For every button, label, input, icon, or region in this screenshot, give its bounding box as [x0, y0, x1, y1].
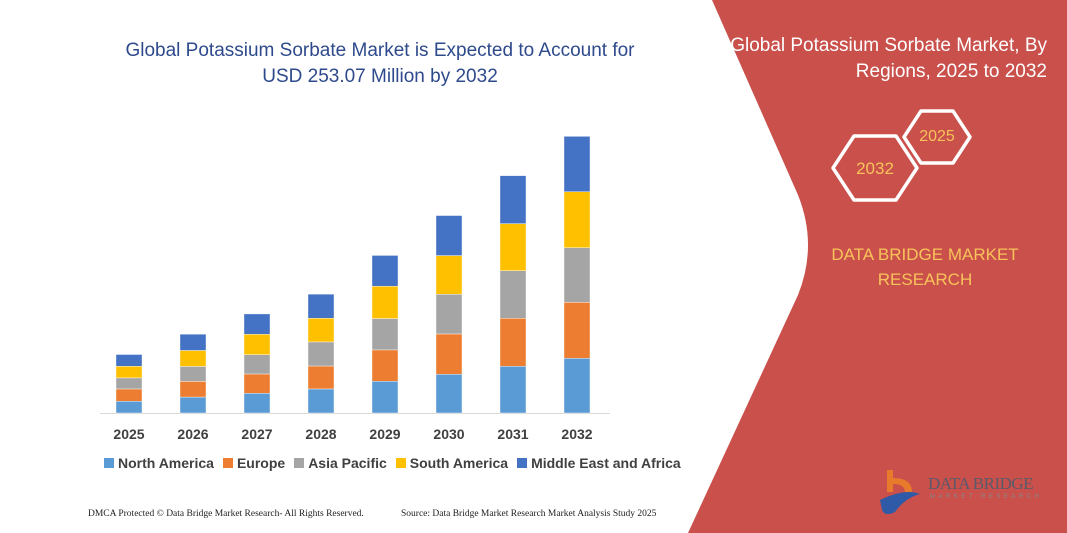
- bar-segment-2031-europe: [499, 318, 527, 367]
- legend-swatch: [222, 458, 233, 468]
- legend-item: South America: [395, 455, 509, 471]
- x-tick-label: 2031: [497, 426, 528, 442]
- bar-segment-2027-asia-pacific: [243, 354, 271, 375]
- bar-segment-2032-south-america: [563, 191, 591, 248]
- bar-segment-2028-middle-east-and-africa: [307, 293, 335, 319]
- brand-line-1: DATA BRIDGE MARKET: [831, 245, 1019, 264]
- bar-segment-2026-asia-pacific: [179, 366, 207, 382]
- x-tick-label: 2029: [369, 426, 400, 442]
- bar-segment-2028-asia-pacific: [307, 341, 335, 367]
- bar-segment-2030-asia-pacific: [435, 294, 463, 335]
- bar-segment-2028-north-america: [307, 388, 335, 414]
- legend-item: North America: [104, 455, 214, 471]
- bar-segment-2032-middle-east-and-africa: [563, 136, 591, 192]
- bar-segment-2026-south-america: [179, 350, 207, 367]
- legend-item: Europe: [222, 455, 286, 471]
- bar-segment-2026-middle-east-and-africa: [179, 333, 207, 351]
- brand-line-2: RESEARCH: [877, 270, 973, 289]
- bar-segment-2032-europe: [563, 302, 591, 359]
- side-panel-shape: [688, 0, 1067, 533]
- stacked-bar-chart: 2025 2026 2027 2028 2029 2030 2031 2032: [100, 136, 610, 442]
- bar-segment-2029-europe: [371, 349, 399, 382]
- logo-icon: [880, 470, 920, 515]
- hex-label-2032: 2032: [856, 159, 894, 178]
- bar-segment-2027-middle-east-and-africa: [243, 313, 271, 335]
- bar-segment-2028-south-america: [307, 318, 335, 343]
- bar-segment-2032-north-america: [563, 358, 591, 414]
- side-panel-title: Global Potassium Sorbate Market, By Regi…: [717, 33, 1047, 85]
- bar-segment-2030-europe: [435, 333, 463, 375]
- legend-swatch: [104, 458, 114, 468]
- legend-label: Europe: [236, 455, 286, 471]
- bar-segment-2031-north-america: [499, 366, 527, 414]
- bar-segment-2031-south-america: [499, 223, 527, 271]
- logo-subtext: MARKET RESEARCH: [930, 494, 1043, 500]
- bar-segment-2029-middle-east-and-africa: [371, 255, 399, 287]
- x-tick-label: 2027: [241, 426, 272, 442]
- legend-swatch: [294, 458, 305, 468]
- hex-label-2025: 2025: [919, 128, 955, 145]
- bar-segment-2032-asia-pacific: [563, 247, 591, 303]
- title-line-1: Global Potassium Sorbate Market is Expec…: [125, 40, 635, 61]
- bar-segment-2030-south-america: [435, 255, 463, 295]
- bar-segment-2027-north-america: [243, 393, 271, 414]
- x-tick-label: 2025: [113, 426, 144, 442]
- chart-title: Global Potassium Sorbate Market is Expec…: [90, 38, 670, 90]
- bar-segment-2031-asia-pacific: [499, 270, 527, 319]
- bar-segment-2025-north-america: [115, 401, 143, 414]
- bar-segment-2031-middle-east-and-africa: [499, 175, 527, 224]
- bar-segment-2025-south-america: [115, 366, 143, 379]
- x-tick-label: 2028: [305, 426, 336, 442]
- legend-item: Middle East and Africa: [517, 455, 681, 471]
- legend-item: Asia Pacific: [294, 455, 387, 471]
- hexagon-2032: [831, 134, 919, 202]
- legend-label: Asia Pacific: [308, 455, 387, 471]
- bar-segment-2030-middle-east-and-africa: [435, 215, 463, 256]
- brand-text: DATA BRIDGE MARKET RESEARCH: [800, 242, 1050, 292]
- chart-legend: North America Europe Asia Pacific South Ame…: [104, 455, 681, 471]
- bar-segment-2025-europe: [115, 388, 143, 402]
- side-title-line-1: Global Potassium Sorbate Market, By: [730, 35, 1047, 56]
- bar-segment-2026-north-america: [179, 396, 207, 414]
- legend-swatch: [395, 458, 406, 468]
- bar-segment-2029-north-america: [371, 381, 399, 414]
- bar-segment-2027-europe: [243, 373, 271, 394]
- bar-segment-2030-north-america: [435, 374, 463, 414]
- title-line-2: USD 253.07 Million by 2032: [262, 66, 498, 87]
- x-tick-label: 2032: [561, 426, 592, 442]
- logo-text: DATA BRIDGE: [928, 474, 1034, 493]
- hexagon-2025: [902, 109, 972, 165]
- legend-label: South America: [409, 455, 509, 471]
- bar-segment-2029-asia-pacific: [371, 318, 399, 351]
- legend-label: Middle East and Africa: [531, 455, 681, 471]
- bar-segment-2026-europe: [179, 381, 207, 398]
- legend-label: North America: [118, 455, 214, 471]
- x-tick-label: 2026: [177, 426, 208, 442]
- bar-segment-2028-europe: [307, 365, 335, 390]
- legend-swatch: [517, 458, 528, 468]
- bar-segment-2025-asia-pacific: [115, 377, 143, 390]
- bar-segment-2027-south-america: [243, 334, 271, 355]
- side-title-line-2: Regions, 2025 to 2032: [855, 61, 1047, 82]
- footer-source: Source: Data Bridge Market Research Mark…: [401, 509, 657, 519]
- bar-segment-2029-south-america: [371, 285, 399, 319]
- bar-segment-2025-middle-east-and-africa: [115, 354, 143, 367]
- x-tick-label: 2030: [433, 426, 464, 442]
- footer-copyright: DMCA Protected © Data Bridge Market Rese…: [88, 509, 364, 519]
